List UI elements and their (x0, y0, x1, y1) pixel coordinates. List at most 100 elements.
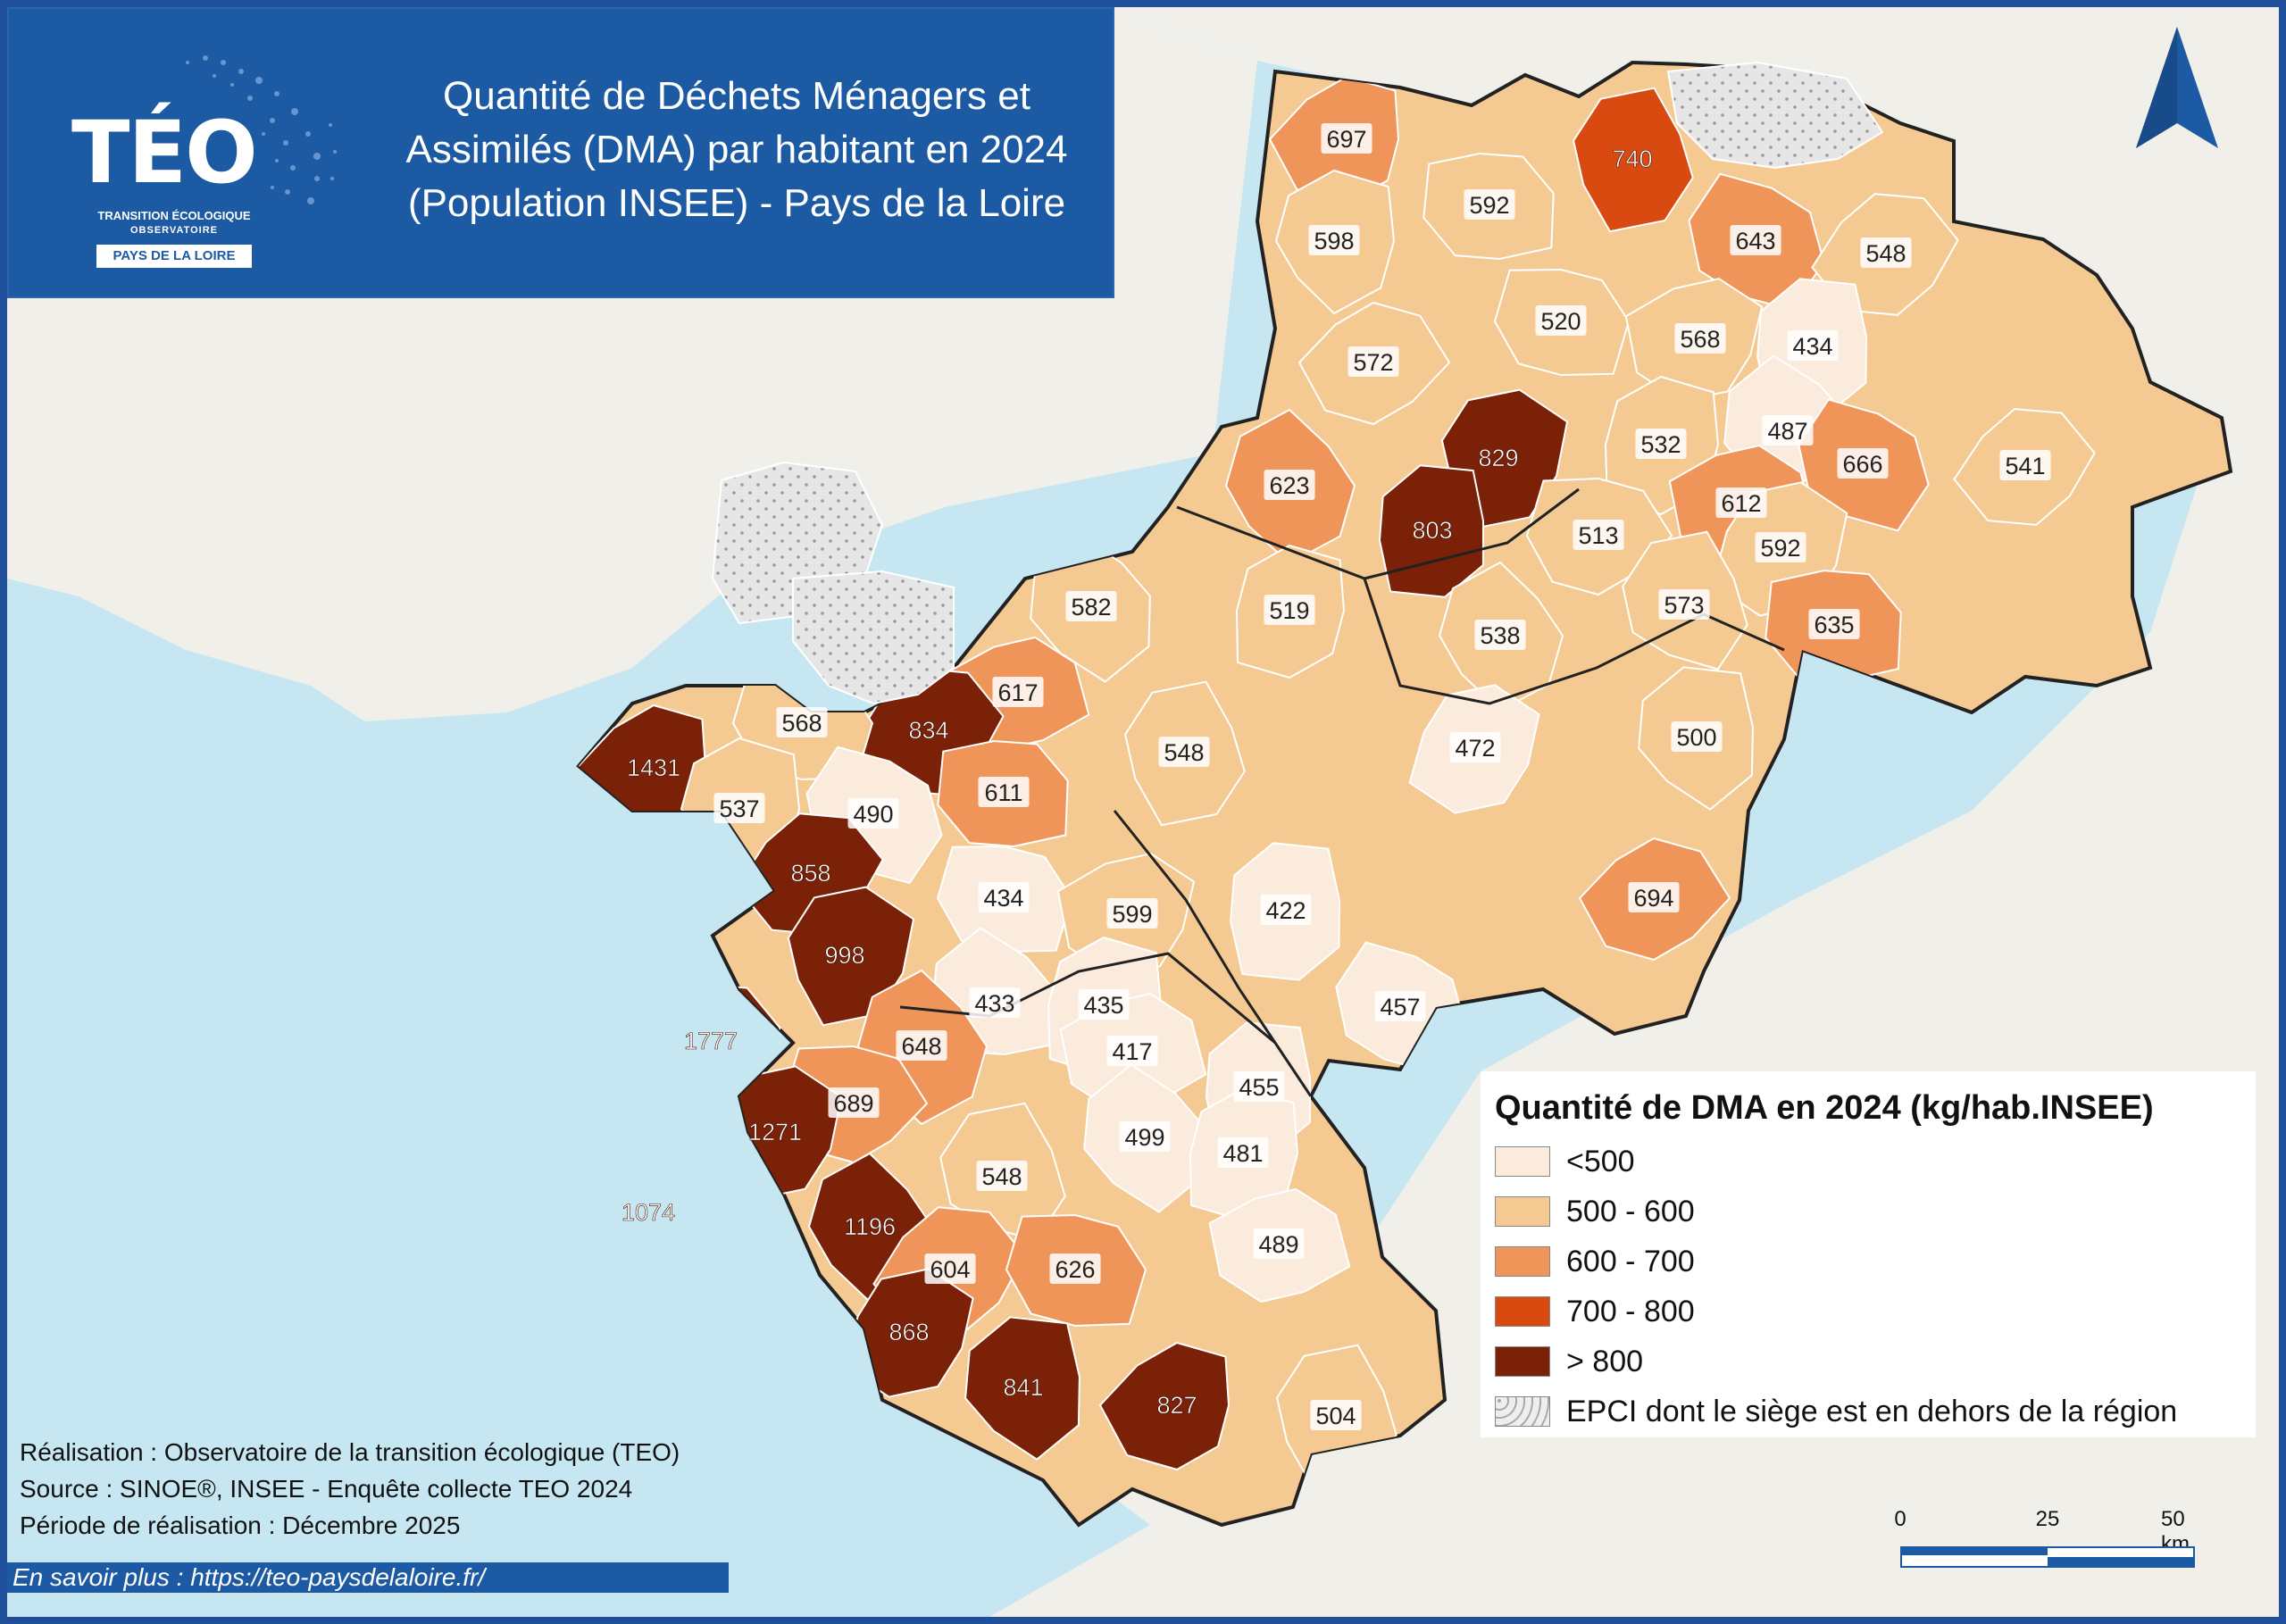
logo-subtitle: TRANSITION ÉCOLOGIQUE (97, 209, 251, 222)
epci-value-label: 538 (1474, 620, 1526, 650)
epci-value-label: 626 (1049, 1253, 1101, 1284)
legend-label: <500 (1566, 1145, 1635, 1178)
epci-label-bg (1573, 520, 1624, 550)
epci-label-bg (1999, 450, 2051, 480)
legend-swatch (1495, 1346, 1550, 1377)
epci-label-bg (1837, 448, 1889, 479)
epci-value-label: 582 (1065, 591, 1117, 621)
epci-label-bg (1253, 1228, 1305, 1259)
epci-value: 611 (984, 779, 1022, 806)
epci-label-bg (1762, 415, 1814, 446)
epci-value-label: 435 (1078, 989, 1130, 1020)
epci-label-bg (1674, 323, 1726, 354)
epci-value-label: 841 (1003, 1374, 1044, 1402)
epci-value: 1777 (684, 1028, 738, 1054)
epci-value: 623 (1269, 472, 1309, 499)
epci-value-label: 612 (1715, 487, 1767, 518)
epci-value-label: 548 (1158, 737, 1210, 767)
north-arrow-icon (2136, 27, 2218, 148)
epci-value: 434 (1792, 333, 1832, 360)
epci-value-label: 648 (896, 1030, 947, 1061)
epci-value: 697 (1326, 126, 1366, 153)
epci-value: 499 (1124, 1124, 1164, 1151)
epci-value: 648 (901, 1033, 941, 1060)
epci-label-bg (1808, 609, 1860, 639)
epci-value-label: 803 (1412, 517, 1453, 545)
epci-value-label: 740 (1612, 146, 1653, 173)
epci-label-bg (1065, 591, 1117, 621)
scale-bar-frame (1900, 1546, 2195, 1568)
epci-value-label: 434 (1787, 330, 1839, 361)
epci-label-bg (1106, 898, 1158, 929)
epci-label-bg (1628, 882, 1680, 912)
epci-value-label: 592 (1464, 189, 1515, 220)
epci-value-label: 617 (992, 677, 1044, 707)
logo-badge: PAYS DE LA LOIRE (96, 245, 252, 268)
epci-value-label: 519 (1264, 595, 1315, 625)
epci-value-label: 834 (908, 717, 949, 745)
epci-label-bg (1449, 732, 1501, 762)
epci-value-label: 520 (1535, 305, 1587, 336)
epci-value-label: 532 (1635, 429, 1687, 459)
epci-value: 666 (1842, 451, 1882, 478)
epci-value: 504 (1315, 1403, 1356, 1429)
epci-value-label: 422 (1260, 895, 1312, 925)
epci-value-label: 666 (1837, 448, 1889, 479)
epci-value: 500 (1676, 724, 1716, 751)
more-info-bar[interactable]: En savoir plus : https://teo-paysdelaloi… (7, 1562, 729, 1593)
epci-value: 1431 (627, 754, 680, 781)
epci-label-bg (924, 1253, 976, 1284)
epci-area (1378, 464, 1485, 598)
epci-value-label: 829 (1478, 445, 1519, 472)
epci-value-label: 1074 (622, 1199, 676, 1227)
epci-label-bg (1715, 487, 1767, 518)
epci-value-label: 611 (978, 777, 1030, 807)
epci-value-label: 513 (1573, 520, 1624, 550)
epci-value: 599 (1112, 901, 1152, 928)
epci-value-label: 504 (1310, 1400, 1362, 1430)
epci-value-label: 457 (1374, 991, 1426, 1021)
epci-value: 489 (1258, 1231, 1298, 1258)
map-frame: 697 740 592 598 643 548 520 568 434 572 829 487 532 6… (7, 7, 2279, 1617)
epci-value: 457 (1380, 994, 1420, 1020)
epci-value: 548 (1865, 240, 1906, 267)
epci-value-label: 1196 (844, 1213, 897, 1241)
epci-value: 455 (1239, 1074, 1279, 1101)
epci-value-label: 500 (1671, 721, 1723, 752)
epci-label-bg (1264, 470, 1315, 500)
epci-label-bg (1264, 595, 1315, 625)
epci-value-label: 455 (1233, 1071, 1285, 1102)
epci-label-bg (1671, 721, 1723, 752)
epci-label-bg (1260, 895, 1312, 925)
epci-value: 1074 (622, 1199, 675, 1226)
legend-label: 700 - 800 (1566, 1295, 1695, 1328)
epci-value: 617 (997, 679, 1038, 706)
epci-label-bg (1860, 237, 1912, 268)
epci-value: 435 (1083, 992, 1123, 1019)
epci-label-bg (1635, 429, 1687, 459)
epci-value-label: 697 (1321, 123, 1372, 154)
epci-value: 689 (833, 1090, 873, 1117)
epci-value: 538 (1480, 622, 1520, 649)
epci-value-label: 489 (1253, 1228, 1305, 1259)
epci-label-bg (978, 882, 1030, 912)
epci-value: 422 (1265, 897, 1306, 924)
logo: TÉO TRANSITION ÉCOLOGIQUE OBSERVATOIRE P… (9, 9, 366, 296)
epci-value: 532 (1640, 431, 1681, 458)
more-info-link[interactable]: En savoir plus : https://teo-paysdelaloi… (13, 1563, 486, 1591)
epci-label-bg (1049, 1253, 1101, 1284)
epci-value: 582 (1071, 594, 1111, 620)
logo-dots-graphic (186, 55, 337, 204)
credits: Réalisation : Observatoire de la transit… (20, 1434, 680, 1544)
epci-value: 612 (1721, 490, 1761, 517)
epci-value-label: 548 (976, 1161, 1028, 1191)
epci-value: 643 (1735, 228, 1775, 254)
epci-value-label: 1777 (684, 1028, 738, 1055)
epci-label-bg (1308, 225, 1360, 255)
epci-value: 513 (1578, 522, 1618, 549)
epci-label-bg (1374, 991, 1426, 1021)
northwest-coast (7, 7, 1257, 721)
logo-text: TÉO (71, 103, 258, 203)
epci-value: 740 (1612, 146, 1652, 172)
title-line-1: Quantité de Déchets Ménagers et (443, 74, 1030, 118)
